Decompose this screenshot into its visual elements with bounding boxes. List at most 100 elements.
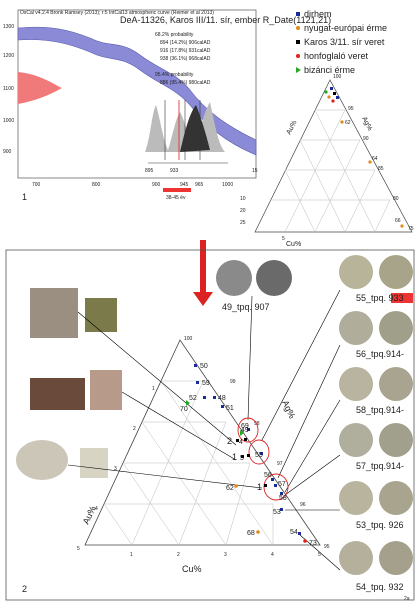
range-label: 945 — [180, 182, 189, 188]
point — [324, 90, 328, 94]
ag-tick: 100 — [184, 336, 193, 342]
range-label: 965 — [195, 182, 204, 188]
coin — [339, 481, 373, 515]
point — [240, 430, 244, 436]
point-label: 62 — [226, 485, 234, 492]
y-tick-label: 1200 — [3, 53, 14, 59]
point — [271, 478, 274, 481]
axis-label: Cu% — [286, 241, 301, 248]
ag-tick: 97 — [277, 461, 283, 467]
coin-label: 54_tpq. 932 — [356, 582, 404, 592]
point — [234, 484, 238, 488]
point-label: 58 — [279, 495, 287, 502]
triangle — [84, 339, 321, 546]
point — [247, 454, 250, 457]
point-label: 5 — [240, 455, 244, 462]
point-label: 64 — [372, 156, 378, 162]
coin-labels: 49_tpq. 907 55_tpq. 933 56_tpq.914- 58_t… — [222, 293, 413, 592]
legend-marker — [296, 12, 300, 16]
point-cluster — [324, 87, 404, 228]
point-label: 52 — [189, 395, 197, 402]
photo — [30, 288, 78, 338]
y-tick-label: 1300 — [3, 24, 14, 30]
oxcal-header: OxCal v4.2.4 Bronk Ramsey (2013); r:5 In… — [20, 10, 214, 16]
cu-tick: 10 — [240, 196, 246, 202]
highlight-ring — [248, 439, 270, 465]
point — [280, 508, 283, 511]
grid-lines — [270, 109, 391, 233]
au-tick: 3 — [114, 466, 117, 472]
plot-title: DeA-11326, Karos III/11. sír, ember R_Da… — [120, 15, 331, 25]
legend-label: bizánci érme — [304, 65, 355, 75]
triangle — [254, 79, 413, 233]
arrow — [193, 240, 213, 306]
legend-label: dirhem — [304, 9, 332, 19]
ag-tick: 95 — [348, 106, 354, 112]
point — [256, 530, 260, 534]
coin — [339, 541, 373, 575]
point — [400, 224, 404, 228]
point — [244, 438, 247, 441]
point-label: 4 — [239, 439, 243, 446]
point — [186, 400, 190, 406]
grid-lines — [103, 380, 274, 546]
point-label: 59 — [202, 380, 210, 387]
point — [280, 492, 283, 495]
photo — [80, 448, 108, 478]
legend-label: nyugat-európai érme — [304, 23, 387, 33]
x-tick-label: 800 — [92, 182, 101, 188]
au-tick: 2 — [133, 426, 136, 432]
point-label: 57 — [278, 481, 286, 488]
highlight-ring — [237, 417, 259, 443]
cu-tick: 5 — [318, 552, 321, 558]
panel-label: 2a — [404, 596, 410, 602]
panel-2-frame — [5, 249, 415, 601]
coin — [379, 367, 413, 401]
legend: dirhem nyugat-európai érme Karos 3/11. s… — [296, 9, 387, 75]
highlight — [391, 293, 413, 303]
point-label: 50 — [200, 363, 208, 370]
cu-tick: 4 — [271, 552, 274, 558]
photo — [16, 440, 68, 480]
x-tick-label: 1000 — [222, 182, 233, 188]
point — [274, 484, 277, 487]
point-label: 2 — [227, 436, 232, 446]
x-tick-label: 700 — [32, 182, 41, 188]
point-label: 69 — [241, 423, 249, 430]
photo — [90, 370, 122, 410]
point-label: 73 — [309, 540, 317, 547]
point — [213, 396, 216, 399]
point — [330, 87, 333, 90]
coin — [379, 423, 413, 457]
ag-tick: 100 — [333, 74, 342, 80]
coin-label: 57_tpq.914- — [356, 461, 404, 471]
panel-1: OxCal v4.2.4 Bronk Ramsey (2013); r:5 In… — [3, 9, 331, 202]
point — [264, 484, 267, 487]
au-tick: 1 — [152, 386, 155, 392]
point-label: 54 — [290, 529, 298, 536]
y-tick-label: 900 — [3, 149, 12, 155]
coin-label: 55_tpq. 933 — [356, 293, 404, 303]
cu-tick: 25 — [240, 220, 246, 226]
legend-marker — [296, 26, 300, 30]
ag-tick: 90 — [363, 136, 369, 142]
legend-marker — [296, 54, 300, 58]
au-tick: 5 — [77, 546, 80, 552]
coin-label: 49_tpq. 907 — [222, 302, 270, 312]
x-tick-label: 900 — [152, 182, 161, 188]
ag-tick: 95 — [324, 544, 330, 550]
legend-label: Karos 3/11. sír veret — [304, 37, 385, 47]
coin-label: 56_tpq.914- — [356, 349, 404, 359]
legend-marker — [296, 67, 301, 73]
ag-tick: 75 — [408, 226, 414, 232]
au-tick: 4 — [95, 506, 98, 512]
point — [247, 428, 250, 431]
ag-tick: 85 — [378, 166, 384, 172]
point — [331, 99, 335, 103]
range-label: 933 — [170, 168, 179, 174]
point — [333, 92, 336, 95]
photos — [16, 255, 413, 575]
point — [203, 396, 206, 399]
coin — [339, 311, 373, 345]
